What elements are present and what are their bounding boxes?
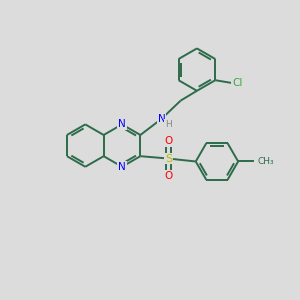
Text: Cl: Cl [232,78,243,88]
Text: N: N [118,162,126,172]
Text: S: S [165,154,172,164]
Text: O: O [164,171,172,181]
Text: N: N [118,119,126,129]
Text: H: H [165,120,171,129]
Text: CH₃: CH₃ [258,157,274,166]
Text: O: O [164,136,172,146]
Text: N: N [158,114,166,124]
